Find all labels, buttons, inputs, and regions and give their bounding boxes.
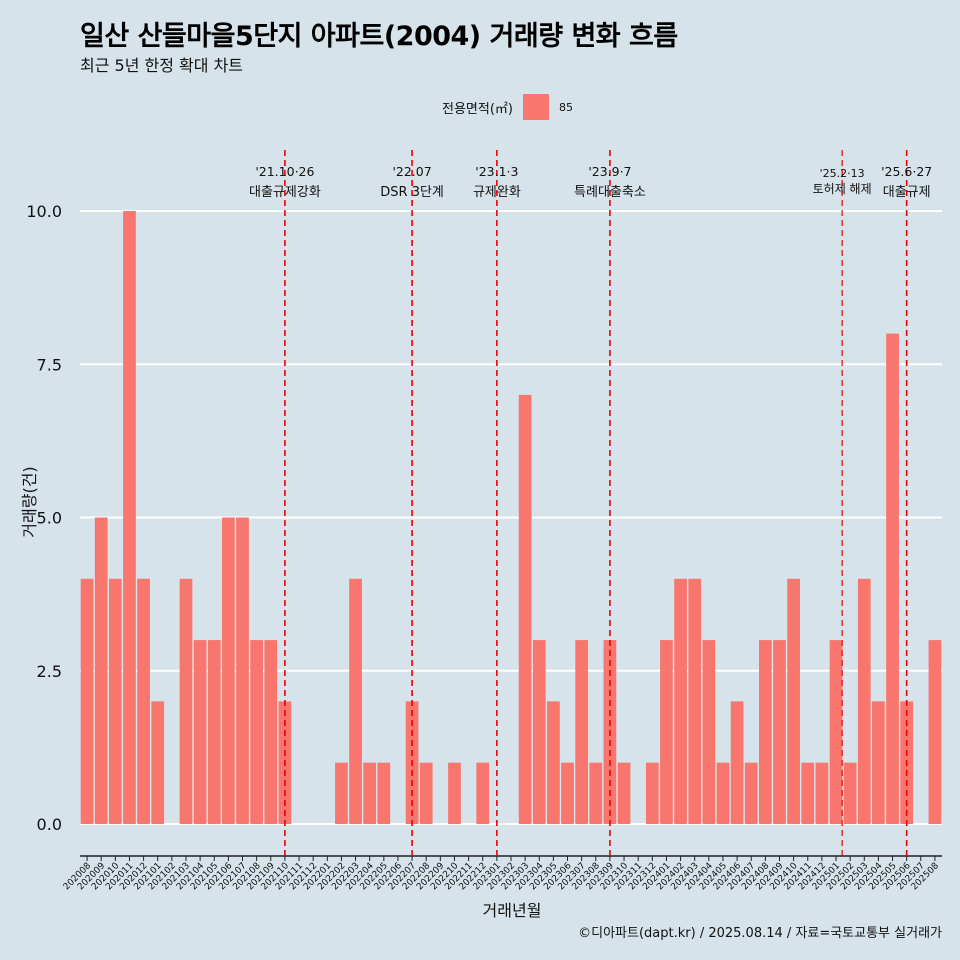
bar — [236, 517, 249, 824]
bar — [250, 640, 263, 824]
bar — [179, 578, 193, 824]
legend-label: 85 — [558, 100, 573, 114]
bar — [561, 762, 574, 824]
chart-title: 일산 산들마을5단지 아파트(2004) 거래량 변화 흐름 — [80, 21, 678, 52]
event-date-label: '22.07 — [392, 164, 431, 179]
bar — [801, 762, 815, 824]
y-tick-label: 10.0 — [26, 202, 62, 221]
event-date-label: '25.2·13 — [820, 167, 865, 180]
bar — [575, 640, 589, 824]
legend-title: 전용면적(㎡) — [442, 101, 513, 117]
bar — [872, 701, 885, 824]
bar — [716, 762, 730, 824]
bar — [829, 640, 843, 824]
bar — [702, 640, 716, 824]
bar — [349, 578, 362, 824]
bar — [589, 762, 603, 824]
bar — [759, 640, 772, 824]
event-label: 특례대출축소 — [574, 185, 646, 200]
event-label: 대출규제강화 — [249, 185, 321, 200]
bar — [123, 211, 136, 824]
bar — [773, 640, 786, 824]
bar — [744, 762, 758, 824]
event-label: 토허제 해제 — [813, 182, 872, 196]
bar — [222, 517, 235, 824]
y-tick-label: 0.0 — [37, 815, 62, 834]
bar — [363, 762, 377, 824]
bar — [843, 762, 857, 824]
bar — [688, 578, 702, 824]
bar — [377, 762, 391, 824]
bar — [335, 762, 348, 824]
bar — [264, 640, 278, 824]
event-date-label: '23.9·7 — [588, 164, 631, 179]
y-tick-label: 5.0 — [37, 509, 62, 528]
bar — [660, 640, 673, 824]
bar — [518, 394, 532, 824]
event-label: 대출규제 — [883, 185, 931, 200]
bar — [617, 762, 631, 824]
chart-subtitle: 최근 5년 한정 확대 차트 — [80, 56, 244, 75]
event-label: 규제완화 — [473, 185, 521, 200]
event-date-label: '21.10·26 — [255, 164, 314, 179]
bar — [532, 640, 546, 824]
bar — [137, 578, 150, 824]
bar — [193, 640, 207, 824]
bar — [419, 762, 433, 824]
bar — [645, 762, 659, 824]
bar — [928, 640, 942, 824]
source-caption: ©디아파트(dapt.kr) / 2025.08.14 / 자료=국토교통부 실… — [578, 926, 942, 941]
event-label: DSR 3단계 — [380, 185, 444, 200]
y-tick-label: 2.5 — [37, 662, 62, 681]
bar — [857, 578, 871, 824]
bar — [674, 578, 687, 824]
legend-swatch — [522, 94, 549, 120]
bar — [448, 762, 461, 824]
bar — [815, 762, 829, 824]
bar — [94, 517, 108, 824]
y-axis-label: 거래량(건) — [20, 466, 39, 538]
bar — [547, 701, 560, 824]
bar — [80, 578, 94, 824]
bar — [108, 578, 122, 824]
bar — [787, 578, 800, 824]
bar — [730, 701, 744, 824]
bar — [207, 640, 221, 824]
bar — [886, 333, 899, 824]
event-date-label: '23.1·3 — [475, 164, 518, 179]
legend: 전용면적(㎡) 85 — [442, 94, 573, 120]
x-axis-label: 거래년월 — [482, 901, 542, 920]
bar — [151, 701, 165, 824]
y-tick-label: 7.5 — [37, 355, 62, 374]
bar — [476, 762, 490, 824]
event-date-label: '25.6·27 — [881, 164, 932, 179]
